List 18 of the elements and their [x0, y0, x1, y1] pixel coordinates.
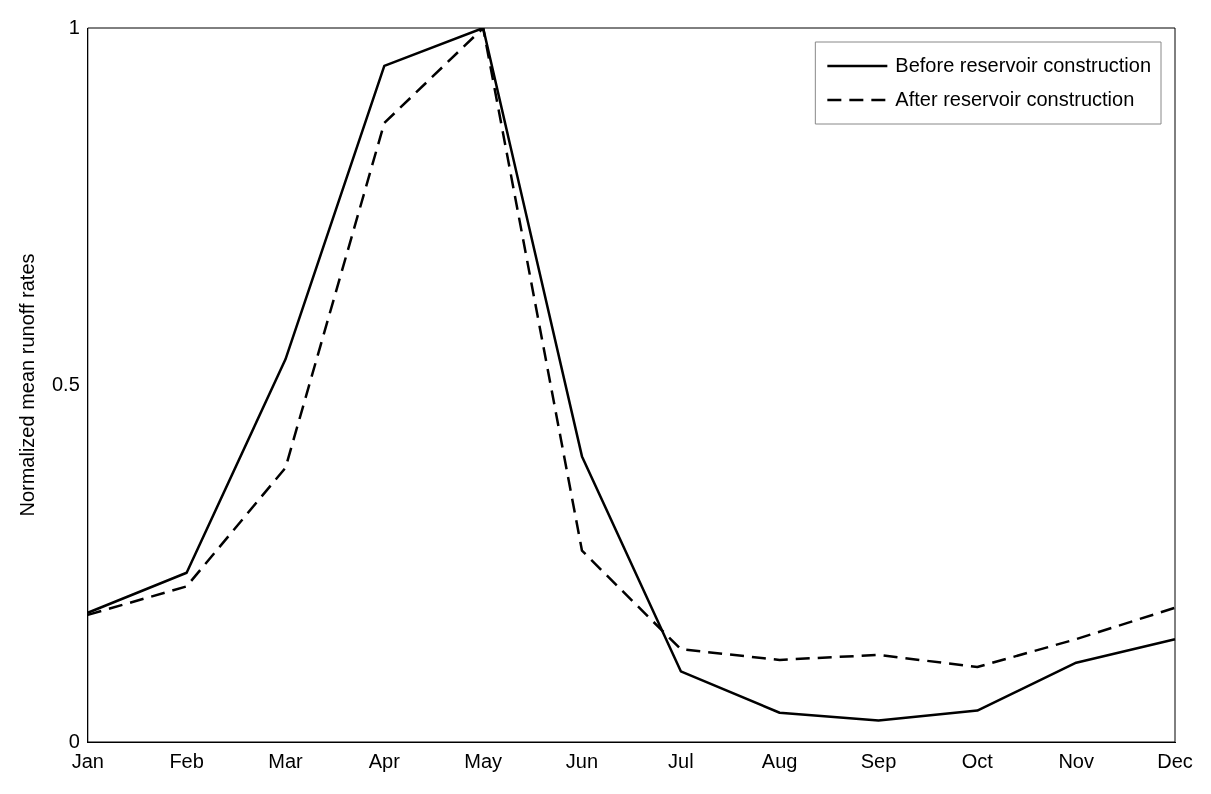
- x-tick-label: Apr: [368, 749, 401, 772]
- y-tick-label: 0.5: [51, 372, 80, 395]
- x-tick-label: May: [464, 749, 503, 772]
- legend-label: After reservoir construction: [895, 87, 1135, 110]
- y-tick-label: 0: [68, 729, 80, 752]
- x-tick-label: Jun: [565, 749, 599, 772]
- y-axis-title: Normalized mean runoff rates: [15, 253, 38, 517]
- x-tick-label: Jul: [668, 749, 694, 772]
- x-tick-label: Dec: [1157, 749, 1193, 772]
- legend-label: Before reservoir construction: [895, 53, 1152, 76]
- y-tick-label: 1: [68, 15, 80, 38]
- x-tick-label: Aug: [761, 749, 798, 772]
- x-tick-label: Feb: [169, 749, 204, 772]
- x-tick-label: Nov: [1058, 749, 1094, 772]
- x-tick-label: Oct: [961, 749, 994, 772]
- x-tick-label: Mar: [268, 749, 304, 772]
- x-tick-label: Jan: [71, 749, 104, 772]
- x-tick-label: Sep: [860, 749, 897, 772]
